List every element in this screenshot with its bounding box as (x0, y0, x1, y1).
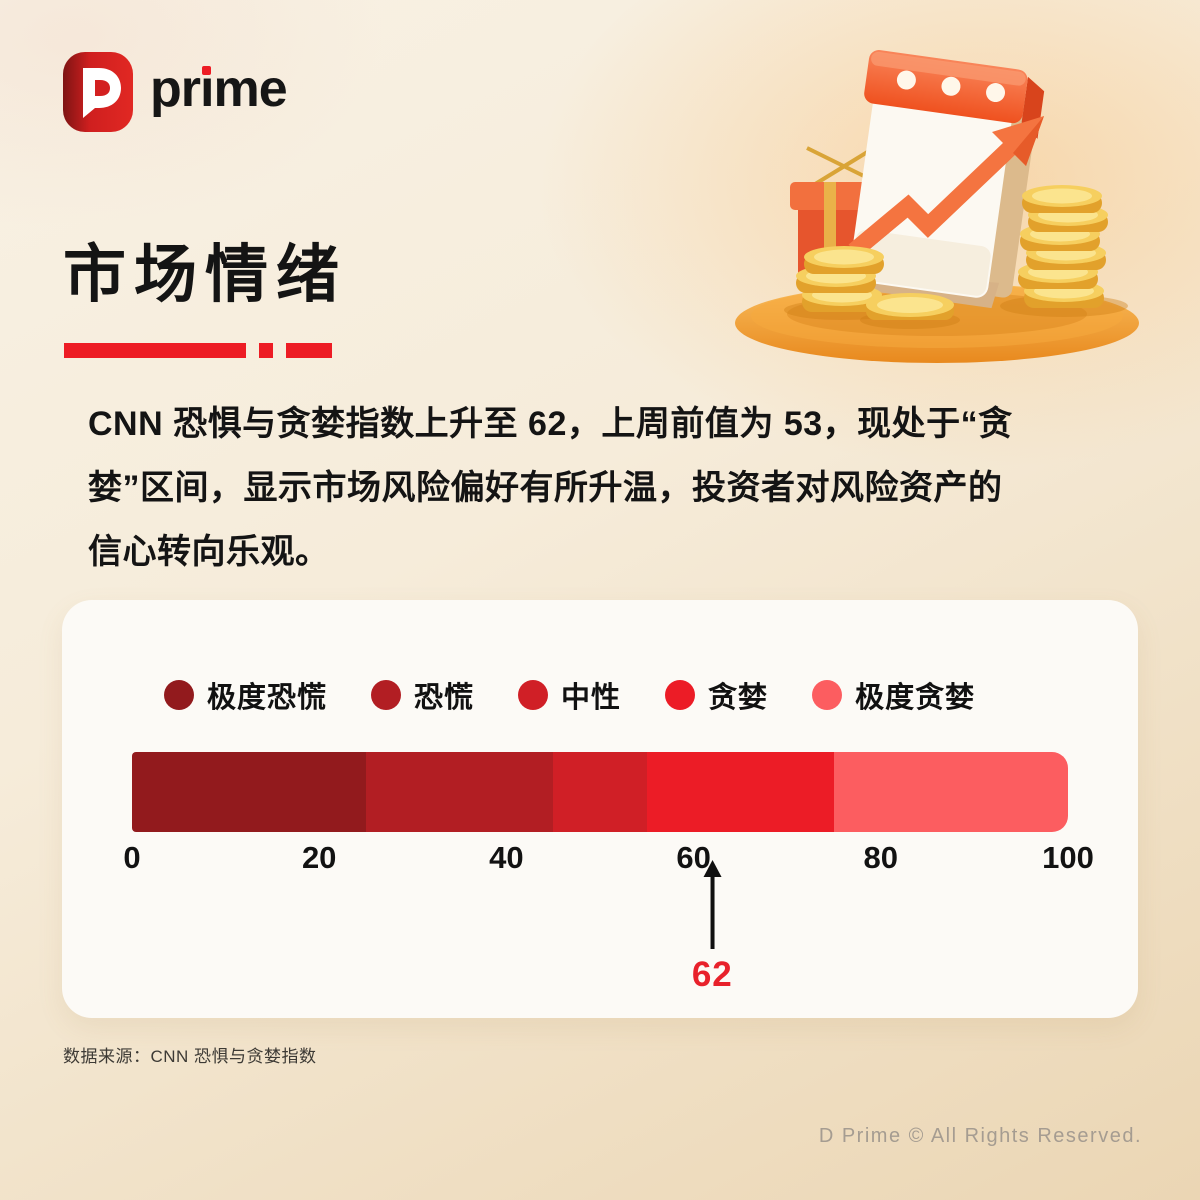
bar-segment (366, 752, 554, 832)
legend-dot (371, 680, 402, 710)
bar-segment (833, 752, 1068, 832)
bar-segment (646, 752, 834, 832)
underline-bar-dot (259, 343, 273, 358)
axis-tick: 20 (301, 840, 337, 875)
sentiment-bar (132, 752, 1068, 832)
intro-line: 信心转向乐观。 (88, 533, 330, 571)
legend-item: 极度恐慌 (164, 674, 327, 716)
sentiment-gauge-card: 极度恐慌 恐慌 中性 贪婪 极度贪婪 0 20 40 60 80 100 62 (62, 600, 1138, 1018)
marker: 62 (692, 860, 733, 995)
calendar-icon (849, 49, 1045, 309)
bar-segment (553, 752, 647, 832)
legend-label: 恐慌 (414, 682, 475, 714)
axis-tick: 0 (123, 840, 141, 875)
axis-tick: 40 (489, 840, 524, 875)
legend-dot (812, 680, 843, 710)
legend-label: 贪婪 (708, 682, 769, 714)
coin-stack-right-icon (1000, 185, 1128, 317)
gauge-bar-wrap (132, 752, 1068, 832)
marker-value: 62 (691, 955, 733, 994)
single-coin-icon (860, 293, 960, 329)
page-title: 市场情绪 (63, 240, 347, 310)
axis-tick: 100 (1042, 840, 1094, 875)
legend-item: 贪婪 (665, 674, 768, 716)
axis-tick: 80 (863, 840, 899, 875)
logo-wordmark: prıme (150, 60, 288, 118)
legend-item: 中性 (518, 674, 621, 716)
growth-arrow-icon (848, 116, 1044, 261)
marker-layer: 62 (132, 600, 1068, 1018)
legend-label: 极度恐慌 (207, 682, 328, 714)
bar-segment (132, 752, 366, 832)
marker-arrow-line (710, 877, 715, 949)
axis: 0 20 40 60 80 100 (123, 840, 1093, 882)
logo-i-dot: ı (200, 60, 214, 118)
title-underline (64, 343, 332, 358)
legend-label: 极度贪婪 (855, 682, 976, 714)
data-source-note: 数据来源：CNN 恐惧与贪婪指数 (63, 1047, 317, 1066)
d-logo-icon (63, 52, 133, 132)
legend-item: 极度贪婪 (812, 674, 975, 716)
intro-paragraph: CNN 恐惧与贪婪指数上升至 62，上周前值为 53，现处于“贪 婪”区间，显示… (88, 392, 1136, 584)
legend-dot (518, 680, 549, 710)
copyright-note: D Prime © All Rights Reserved. (818, 1125, 1142, 1147)
legend: 极度恐慌 恐慌 中性 贪婪 极度贪婪 (164, 674, 975, 716)
marker-arrow-icon (703, 860, 722, 877)
legend-item: 恐慌 (371, 674, 474, 716)
intro-line: CNN 恐惧与贪婪指数上升至 62，上周前值为 53，现处于“贪 (88, 405, 1013, 443)
underline-bar-mid (286, 343, 332, 358)
legend-dot (665, 680, 696, 710)
calendar-coins-illustration (735, 49, 1139, 363)
legend-dot (164, 680, 194, 710)
legend-label: 中性 (561, 682, 622, 714)
underline-bar-long (64, 343, 246, 358)
coin-stack-left-icon (784, 246, 960, 329)
intro-line: 婪”区间，显示市场风险偏好有所升温，投资者对风险资产的 (88, 469, 1003, 507)
brand-logo: prıme (62, 52, 288, 132)
